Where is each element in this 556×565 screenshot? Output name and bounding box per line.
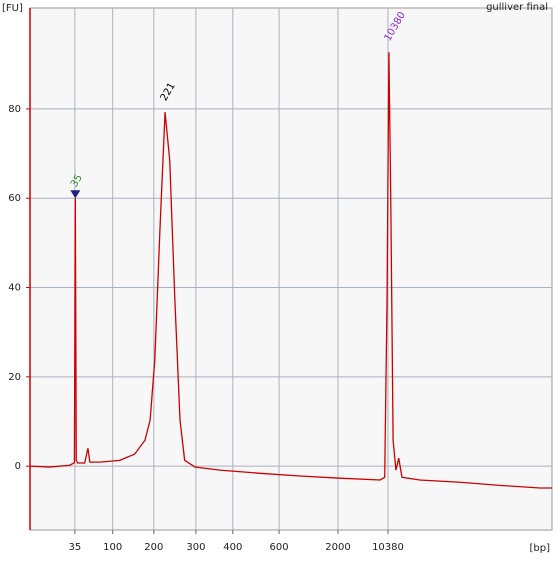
y-tick-label: 80 (8, 104, 21, 115)
peak-label: 35 (69, 173, 85, 190)
chart-title: gulliver final (486, 2, 548, 13)
y-tick-label: 0 (15, 461, 21, 472)
y-axis-label: [FU] (2, 3, 23, 14)
signal-line (29, 52, 552, 489)
x-tick-label: 300 (186, 542, 205, 553)
x-tick-label: 35 (68, 542, 81, 553)
y-tick-label: 60 (8, 193, 21, 204)
x-tick-label: 2000 (325, 542, 350, 553)
x-tick-label: 600 (270, 542, 289, 553)
x-tick-label: 100 (103, 542, 122, 553)
x-tick-label: 400 (223, 542, 242, 553)
y-tick-label: 20 (8, 372, 21, 383)
y-tick-label: 40 (8, 283, 21, 294)
x-axis-label: [bp] (530, 543, 551, 554)
plot-area (29, 7, 553, 531)
x-tick-label: 200 (144, 542, 163, 553)
peak-marker (70, 190, 81, 199)
x-tick-label: 10380 (372, 542, 404, 553)
